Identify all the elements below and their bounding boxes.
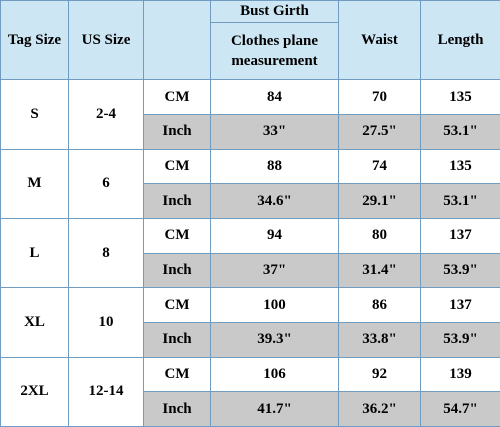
table-row: Inch 37" 31.4" 53.9" bbox=[1, 252, 500, 289]
waist-cell: 86 bbox=[338, 287, 421, 323]
length-cell: 137 bbox=[420, 218, 500, 254]
tag-size-cell: M bbox=[0, 148, 69, 220]
length-cell: 135 bbox=[420, 148, 500, 185]
table-row: M 6 CM 88 74 135 bbox=[0, 148, 500, 220]
table-row: Inch 33" 27.5" 53.1" bbox=[1, 114, 500, 150]
tag-size-cell: 2XL bbox=[0, 356, 69, 427]
bust-cell: 84 bbox=[210, 79, 339, 116]
header-cell: US Size bbox=[68, 0, 144, 81]
waist-cell: 70 bbox=[338, 79, 421, 116]
unit-cell: Inch bbox=[143, 391, 211, 427]
bust-cell: 106 bbox=[210, 356, 339, 393]
waist-cell: 33.8" bbox=[338, 321, 421, 358]
length-cell: 53.1" bbox=[420, 114, 500, 150]
bust-cell: 94 bbox=[210, 218, 339, 254]
unit-cell: Inch bbox=[143, 321, 211, 358]
table-row: Inch 41.7" 36.2" 54.7" bbox=[1, 391, 500, 427]
table-row: Inch 34.6" 29.1" 53.1" bbox=[1, 183, 500, 220]
bust-cell: 41.7" bbox=[210, 391, 339, 427]
header-cell bbox=[143, 0, 211, 81]
us-size-cell: 8 bbox=[68, 218, 144, 289]
us-size-cell: 6 bbox=[68, 148, 144, 220]
header-row: Clothes plane measurement bbox=[1, 22, 500, 81]
bust-cell: 100 bbox=[210, 287, 339, 323]
length-cell: 54.7" bbox=[420, 391, 500, 427]
length-cell: 139 bbox=[420, 356, 500, 393]
bust-cell: 39.3" bbox=[210, 321, 339, 358]
waist-cell: 31.4" bbox=[338, 252, 421, 289]
unit-cell: CM bbox=[143, 148, 211, 185]
tag-size-cell: L bbox=[0, 218, 69, 289]
tag-size-cell: XL bbox=[0, 287, 69, 358]
unit-cell: CM bbox=[143, 287, 211, 323]
header-cell: Waist bbox=[338, 0, 421, 81]
unit-cell: CM bbox=[143, 218, 211, 254]
length-cell: 135 bbox=[420, 79, 500, 116]
table-row: 2XL 12-14 CM 106 92 139 bbox=[0, 356, 500, 427]
waist-cell: 29.1" bbox=[338, 183, 421, 220]
header-cell: Bust Girth bbox=[210, 0, 339, 24]
waist-cell: 27.5" bbox=[338, 114, 421, 150]
us-size-cell: 10 bbox=[68, 287, 144, 358]
length-cell: 53.9" bbox=[420, 321, 500, 358]
us-size-cell: 12-14 bbox=[68, 356, 144, 427]
bust-cell: 33" bbox=[210, 114, 339, 150]
waist-cell: 36.2" bbox=[338, 391, 421, 427]
waist-cell: 92 bbox=[338, 356, 421, 393]
length-cell: 53.1" bbox=[420, 183, 500, 220]
waist-cell: 80 bbox=[338, 218, 421, 254]
unit-cell: CM bbox=[143, 356, 211, 393]
table-row: L 8 CM 94 80 137 bbox=[0, 218, 500, 289]
table-row: Inch 39.3" 33.8" 53.9" bbox=[1, 321, 500, 358]
bust-cell: 34.6" bbox=[210, 183, 339, 220]
unit-cell: Inch bbox=[143, 252, 211, 289]
unit-cell: CM bbox=[143, 79, 211, 116]
header-row: Tag Size US Size Bust Girth Waist Length bbox=[0, 0, 500, 81]
unit-cell: Inch bbox=[143, 114, 211, 150]
header-cell: Tag Size bbox=[0, 0, 69, 81]
table-row: S 2-4 CM 84 70 135 bbox=[0, 79, 500, 150]
us-size-cell: 2-4 bbox=[68, 79, 144, 150]
bust-cell: 37" bbox=[210, 252, 339, 289]
header-cell: Length bbox=[420, 0, 500, 81]
length-cell: 137 bbox=[420, 287, 500, 323]
table-row: XL 10 CM 100 86 137 bbox=[0, 287, 500, 358]
header-cell: Clothes plane measurement bbox=[210, 22, 339, 81]
waist-cell: 74 bbox=[338, 148, 421, 185]
length-cell: 53.9" bbox=[420, 252, 500, 289]
bust-cell: 88 bbox=[210, 148, 339, 185]
tag-size-cell: S bbox=[0, 79, 69, 150]
unit-cell: Inch bbox=[143, 183, 211, 220]
